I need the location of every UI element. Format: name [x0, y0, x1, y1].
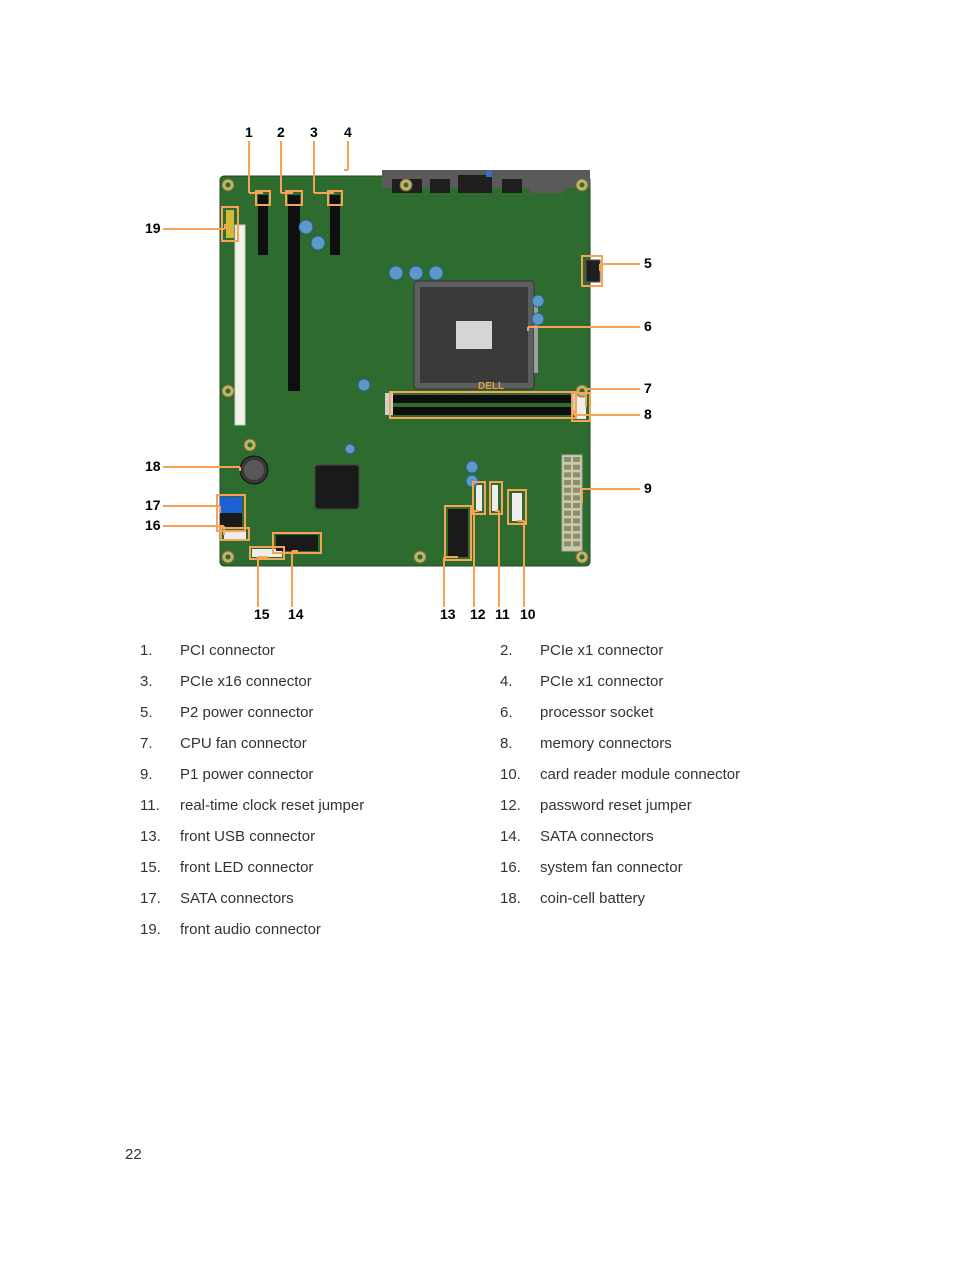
legend-item-number: 10. [500, 764, 540, 785]
legend-item: 5.P2 power connector [140, 702, 480, 723]
legend-item-number: 13. [140, 826, 180, 847]
legend-item-label: P2 power connector [180, 702, 480, 723]
svg-text:1: 1 [245, 124, 253, 140]
legend-item: 6.processor socket [500, 702, 840, 723]
svg-text:DELL: DELL [478, 381, 504, 392]
svg-text:6: 6 [644, 318, 652, 334]
legend-item-number: 18. [500, 888, 540, 909]
legend-item-number: 5. [140, 702, 180, 723]
legend-item-number: 1. [140, 640, 180, 661]
svg-text:17: 17 [145, 497, 161, 513]
component-legend: 1.PCI connector2.PCIe x1 connector3.PCIe… [140, 640, 840, 940]
legend-item-label: CPU fan connector [180, 733, 480, 754]
legend-item-number: 8. [500, 733, 540, 754]
legend-item-label: card reader module connector [540, 764, 840, 785]
legend-item-label: SATA connectors [540, 826, 840, 847]
legend-item: 14.SATA connectors [500, 826, 840, 847]
legend-item: 9.P1 power connector [140, 764, 480, 785]
legend-item: 10.card reader module connector [500, 764, 840, 785]
legend-item-label: PCIe x1 connector [540, 640, 840, 661]
legend-item-label: password reset jumper [540, 795, 840, 816]
svg-text:15: 15 [254, 606, 270, 622]
svg-text:3: 3 [310, 124, 318, 140]
svg-text:4: 4 [344, 124, 352, 140]
legend-item-number: 15. [140, 857, 180, 878]
legend-item-label: system fan connector [540, 857, 840, 878]
svg-text:18: 18 [145, 458, 161, 474]
legend-item-label: SATA connectors [180, 888, 480, 909]
legend-item: 18.coin-cell battery [500, 888, 840, 909]
legend-item-label: processor socket [540, 702, 840, 723]
legend-item-number: 12. [500, 795, 540, 816]
svg-text:19: 19 [145, 220, 161, 236]
legend-item-number: 17. [140, 888, 180, 909]
legend-item-number: 2. [500, 640, 540, 661]
legend-item-number: 9. [140, 764, 180, 785]
page-number: 22 [125, 1146, 142, 1163]
legend-item-label: real-time clock reset jumper [180, 795, 480, 816]
motherboard-diagram: DELL12345678910111213141516171819 [120, 115, 820, 635]
legend-item: 3.PCIe x16 connector [140, 671, 480, 692]
legend-item-number: 16. [500, 857, 540, 878]
legend-item: 16.system fan connector [500, 857, 840, 878]
svg-text:8: 8 [644, 406, 652, 422]
motherboard-svg: DELL12345678910111213141516171819 [120, 115, 820, 635]
legend-item: 11.real-time clock reset jumper [140, 795, 480, 816]
svg-text:7: 7 [644, 380, 652, 396]
legend-item-number: 19. [140, 919, 180, 940]
legend-item-label: front USB connector [180, 826, 480, 847]
legend-item: 1.PCI connector [140, 640, 480, 661]
svg-text:2: 2 [277, 124, 285, 140]
manual-page: DELL12345678910111213141516171819 1.PCI … [0, 0, 954, 1268]
legend-item: 17.SATA connectors [140, 888, 480, 909]
svg-text:12: 12 [470, 606, 486, 622]
legend-item: 8.memory connectors [500, 733, 840, 754]
legend-item: 13.front USB connector [140, 826, 480, 847]
legend-item-number: 11. [140, 795, 180, 816]
legend-item: 12.password reset jumper [500, 795, 840, 816]
legend-item: 7.CPU fan connector [140, 733, 480, 754]
legend-item-number: 3. [140, 671, 180, 692]
legend-item: 19.front audio connector [140, 919, 480, 940]
svg-text:14: 14 [288, 606, 304, 622]
legend-item-label: PCI connector [180, 640, 480, 661]
legend-item-label: PCIe x16 connector [180, 671, 480, 692]
legend-item-label: P1 power connector [180, 764, 480, 785]
legend-item-label: coin-cell battery [540, 888, 840, 909]
legend-item: 2.PCIe x1 connector [500, 640, 840, 661]
svg-text:11: 11 [495, 606, 510, 622]
svg-text:13: 13 [440, 606, 456, 622]
legend-item-number: 7. [140, 733, 180, 754]
legend-item: 15.front LED connector [140, 857, 480, 878]
legend-item-label: memory connectors [540, 733, 840, 754]
legend-item-label: front LED connector [180, 857, 480, 878]
legend-item-number: 14. [500, 826, 540, 847]
legend-item-number: 4. [500, 671, 540, 692]
svg-text:9: 9 [644, 480, 652, 496]
legend-item-label: front audio connector [180, 919, 480, 940]
legend-item: 4.PCIe x1 connector [500, 671, 840, 692]
svg-text:5: 5 [644, 255, 652, 271]
legend-item-number: 6. [500, 702, 540, 723]
legend-item-label: PCIe x1 connector [540, 671, 840, 692]
svg-text:16: 16 [145, 517, 161, 533]
svg-text:10: 10 [520, 606, 536, 622]
